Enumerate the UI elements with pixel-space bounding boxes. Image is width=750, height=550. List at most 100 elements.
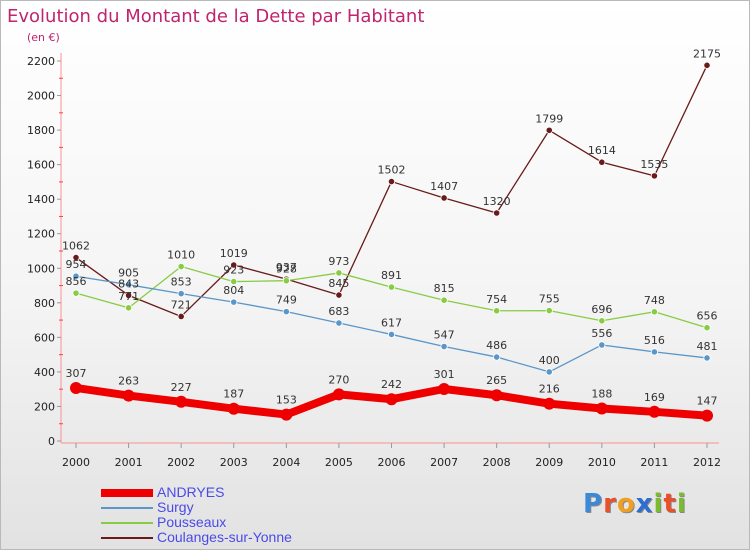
logo-letter: i (676, 489, 687, 519)
data-label: 301 (434, 368, 455, 381)
data-point (440, 342, 448, 351)
y-tick-label: 1400 (27, 193, 55, 206)
data-point (72, 272, 80, 280)
data-point (648, 405, 661, 418)
legend-swatch (101, 521, 153, 524)
data-point (280, 408, 293, 421)
data-label: 804 (223, 284, 244, 297)
chart-subtitle: (en €) (27, 31, 60, 44)
data-point (335, 319, 343, 327)
data-labels: 1062 843 721 1019 937 845 1502 1407 1320 1799 1614… (62, 47, 721, 407)
logo-letter: P (583, 489, 604, 519)
data-point (282, 308, 290, 316)
y-tick-label: 800 (34, 297, 55, 310)
data-label: 1010 (167, 249, 195, 262)
data-label: 905 (118, 267, 139, 280)
data-point (545, 368, 553, 376)
data-label: 755 (539, 293, 560, 306)
data-label: 683 (328, 305, 349, 318)
x-tick-label: 2008 (483, 456, 511, 469)
data-point (490, 389, 503, 402)
x-tick-label: 2005 (325, 456, 353, 469)
logo-letter: r (603, 489, 617, 519)
data-label: 1019 (220, 247, 248, 260)
data-point (703, 324, 711, 332)
x-tick-label: 2001 (115, 456, 143, 469)
data-label: 843 (118, 277, 139, 290)
legend-label: Pousseaux (157, 514, 227, 530)
legend-item: Coulanges-sur-Yonne (101, 530, 292, 545)
data-label: 1614 (588, 144, 616, 157)
logo-letter: i (653, 489, 664, 519)
data-label: 263 (118, 375, 139, 388)
legend-label: Coulanges-sur-Yonne (157, 529, 292, 545)
data-point (493, 307, 501, 315)
data-point (124, 281, 133, 289)
data-label: 754 (486, 293, 507, 306)
data-label: 227 (171, 381, 192, 394)
x-tick-label: 2007 (430, 456, 458, 469)
legend-swatch (101, 536, 153, 539)
data-point (598, 341, 606, 349)
logo-letter: t (663, 489, 677, 519)
data-point (227, 402, 240, 415)
data-point (177, 312, 185, 321)
legend-item: Pousseaux (101, 515, 292, 530)
data-label: 486 (486, 339, 507, 352)
data-label: 856 (66, 275, 87, 288)
data-point (332, 388, 345, 401)
legend-swatch (101, 506, 153, 509)
data-label: 923 (223, 264, 244, 277)
data-label: 169 (644, 391, 665, 404)
data-point (493, 353, 501, 361)
data-label: 1799 (535, 112, 563, 125)
data-label: 696 (591, 303, 612, 316)
data-point (650, 308, 659, 316)
data-point (440, 194, 448, 202)
x-tick-label: 2012 (693, 456, 721, 469)
data-label: 815 (434, 282, 455, 295)
data-label: 147 (697, 395, 718, 408)
data-point (387, 330, 396, 339)
data-label: 2175 (693, 47, 721, 60)
y-tick-label: 600 (34, 331, 55, 344)
data-label: 845 (328, 277, 349, 290)
y-tick-label: 1000 (27, 262, 55, 275)
data-label: 187 (223, 388, 244, 401)
x-tick-label: 2004 (272, 456, 300, 469)
x-tick-label: 2009 (535, 456, 563, 469)
data-label: 242 (381, 378, 402, 391)
data-label: 265 (486, 374, 507, 387)
data-label: 749 (276, 294, 297, 307)
data-point (387, 177, 396, 186)
data-point (335, 269, 343, 277)
data-point (598, 317, 606, 325)
data-label: 1320 (483, 195, 511, 208)
data-point (282, 277, 290, 285)
data-label: 748 (644, 294, 665, 307)
x-tick-label: 2002 (167, 456, 195, 469)
y-tick-label: 1600 (27, 159, 55, 172)
x-tick-label: 2011 (640, 456, 668, 469)
legend: ANDRYES Surgy Pousseaux Coulanges-sur-Yonne (101, 485, 292, 545)
data-label: 891 (381, 269, 402, 282)
logo-letter: o (616, 489, 636, 519)
data-label: 928 (276, 263, 297, 276)
y-tick-label: 0 (48, 435, 55, 448)
data-label: 954 (66, 258, 87, 271)
data-label: 307 (66, 367, 87, 380)
x-tick-label: 2000 (62, 456, 90, 469)
data-label: 973 (328, 255, 349, 268)
x-tick-label: 2003 (220, 456, 248, 469)
data-label: 1535 (640, 158, 668, 171)
legend-item: ANDRYES (101, 485, 292, 500)
data-label: 1502 (378, 164, 406, 177)
data-point (650, 348, 659, 356)
data-point (177, 262, 185, 271)
logo-letter: x (635, 489, 654, 519)
y-tick-label: 2000 (27, 90, 55, 103)
data-label: 216 (539, 383, 560, 396)
data-label: 721 (171, 298, 192, 311)
chart-title: Evolution du Montant de la Dette par Hab… (7, 6, 424, 27)
